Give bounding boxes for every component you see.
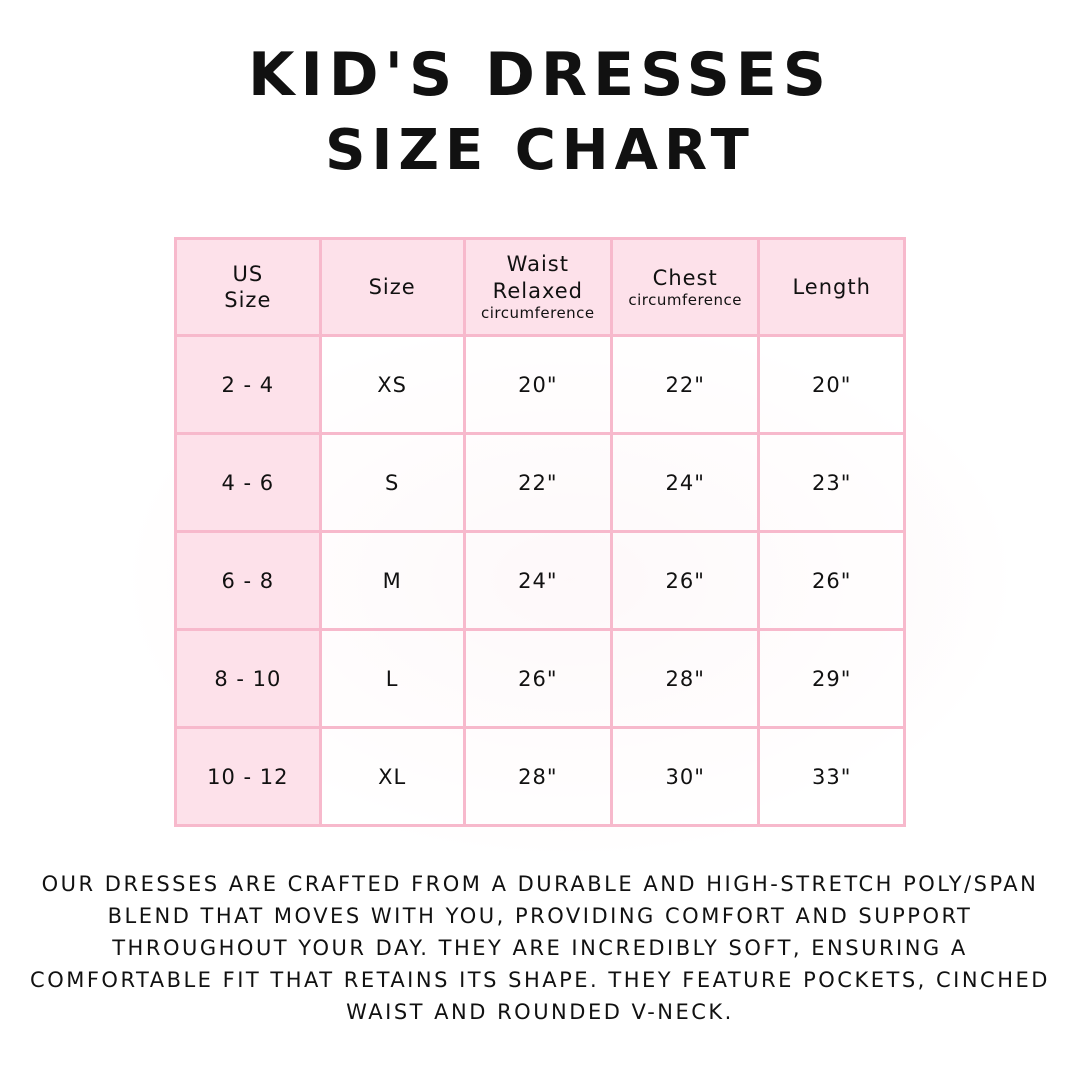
size-chart-table: US Size Size Waist Relaxed circumference Che… bbox=[174, 237, 906, 827]
column-header: Size bbox=[318, 237, 466, 337]
table-cell: 20" bbox=[462, 334, 614, 435]
column-header: Length bbox=[757, 237, 906, 337]
table-cell: 22" bbox=[610, 334, 761, 435]
column-header-sublabel: circumference bbox=[480, 303, 595, 322]
table-cell: L bbox=[318, 628, 466, 729]
table-cell: 28" bbox=[462, 726, 614, 827]
table-cell: 22" bbox=[462, 432, 614, 533]
column-header-label: Length bbox=[792, 274, 871, 299]
table-row: 6 - 8 M 24" 26" 26" bbox=[174, 530, 906, 631]
page-title: Kid's Dresses bbox=[247, 40, 832, 110]
table-cell: 8 - 10 bbox=[174, 628, 322, 729]
table-cell: M bbox=[318, 530, 466, 631]
table-row: 4 - 6 S 22" 24" 23" bbox=[174, 432, 906, 533]
column-header: Chest circumference bbox=[610, 237, 761, 337]
product-description: Our dresses are crafted from a durable a… bbox=[30, 872, 1050, 1024]
table-cell: 26" bbox=[610, 530, 761, 631]
table-cell: XS bbox=[318, 334, 466, 435]
column-header-label: US Size bbox=[224, 261, 272, 312]
column-header: US Size bbox=[174, 237, 322, 337]
table-cell: 6 - 8 bbox=[174, 530, 322, 631]
table-cell: 2 - 4 bbox=[174, 334, 322, 435]
table-cell: 29" bbox=[757, 628, 906, 729]
table-cell: 33" bbox=[757, 726, 906, 827]
table-row: 2 - 4 XS 20" 22" 20" bbox=[174, 334, 906, 435]
page-subtitle: Size Chart bbox=[325, 118, 755, 183]
table-cell: 26" bbox=[757, 530, 906, 631]
column-header-label: Waist Relaxed bbox=[492, 252, 583, 303]
table-cell: 4 - 6 bbox=[174, 432, 322, 533]
table-cell: 23" bbox=[757, 432, 906, 533]
table-cell: 30" bbox=[610, 726, 761, 827]
column-header-label: Size bbox=[368, 274, 416, 299]
table-row: 8 - 10 L 26" 28" 29" bbox=[174, 628, 906, 729]
column-header-label: Chest bbox=[652, 265, 718, 290]
table-cell: S bbox=[318, 432, 466, 533]
table-cell: 28" bbox=[610, 628, 761, 729]
table-cell: 26" bbox=[462, 628, 614, 729]
table-cell: 24" bbox=[610, 432, 761, 533]
table-cell: XL bbox=[318, 726, 466, 827]
column-header: Waist Relaxed circumference bbox=[462, 237, 614, 337]
table-cell: 24" bbox=[462, 530, 614, 631]
table-cell: 10 - 12 bbox=[174, 726, 322, 827]
table-cell: 20" bbox=[757, 334, 906, 435]
column-header-sublabel: circumference bbox=[628, 290, 743, 309]
table-row: 10 - 12 XL 28" 30" 33" bbox=[174, 726, 906, 827]
